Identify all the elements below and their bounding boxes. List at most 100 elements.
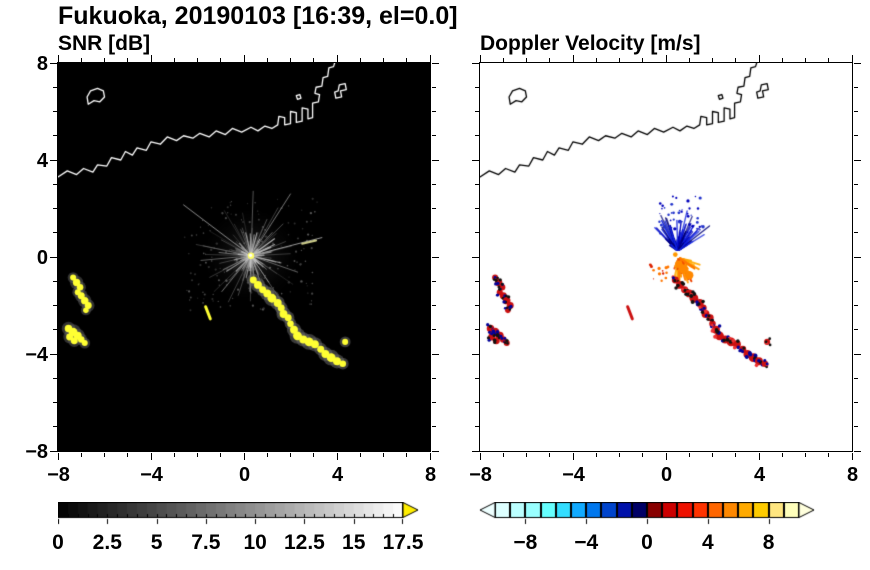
axis-tick bbox=[52, 280, 57, 282]
y-axis-tick-label: 8 bbox=[36, 52, 48, 75]
axis-tick bbox=[712, 57, 713, 62]
y-axis-tick-label: 4 bbox=[36, 149, 48, 172]
x-axis-tick-label: −8 bbox=[47, 464, 70, 486]
axis-tick bbox=[642, 452, 644, 457]
axis-tick bbox=[52, 329, 57, 331]
axis-tick bbox=[220, 57, 222, 62]
axis-tick bbox=[127, 57, 129, 62]
axis-tick bbox=[49, 450, 57, 452]
axis-tick bbox=[80, 57, 82, 62]
axis-tick bbox=[735, 452, 737, 457]
velocity-panel-title: Doppler Velocity [m/s] bbox=[480, 32, 701, 55]
axis-tick bbox=[853, 135, 858, 137]
axis-tick bbox=[243, 452, 245, 460]
snr-colorbar-tick-label: 15 bbox=[342, 531, 366, 554]
axis-tick bbox=[431, 329, 436, 331]
axis-tick bbox=[665, 54, 667, 62]
axis-tick bbox=[474, 402, 479, 403]
axis-tick bbox=[853, 159, 861, 161]
snr-colorbar-tick-label: 0 bbox=[52, 531, 64, 554]
y-axis-tick-label: −8 bbox=[25, 440, 48, 463]
axis-tick bbox=[853, 377, 858, 379]
axis-tick bbox=[150, 54, 152, 62]
axis-tick bbox=[853, 256, 861, 258]
axis-tick bbox=[104, 57, 105, 62]
axis-tick bbox=[526, 57, 527, 62]
snr-colorbar-tick-label: 12.5 bbox=[283, 531, 325, 554]
axis-tick bbox=[471, 256, 479, 258]
velocity-colorbar-tick-label: 4 bbox=[701, 531, 714, 554]
axis-tick bbox=[758, 54, 760, 62]
axis-tick bbox=[266, 57, 268, 62]
axis-tick bbox=[526, 452, 527, 457]
axis-tick bbox=[474, 305, 479, 306]
axis-tick bbox=[619, 57, 620, 62]
axis-tick bbox=[595, 57, 597, 62]
axis-tick bbox=[52, 183, 57, 185]
axis-tick bbox=[150, 452, 152, 460]
axis-tick bbox=[642, 57, 644, 62]
axis-tick bbox=[127, 452, 129, 457]
axis-tick bbox=[853, 62, 861, 64]
axis-tick bbox=[474, 377, 479, 379]
axis-tick bbox=[474, 329, 479, 331]
axis-tick bbox=[313, 57, 315, 62]
figure-title: Fukuoka, 20190103 [16:39, el=0.0] bbox=[58, 2, 458, 30]
axis-tick bbox=[336, 54, 338, 62]
axis-tick bbox=[805, 452, 806, 457]
axis-tick bbox=[431, 256, 439, 258]
axis-tick bbox=[479, 54, 481, 62]
axis-tick bbox=[471, 62, 479, 64]
axis-tick bbox=[665, 452, 667, 460]
x-axis-tick-label: −8 bbox=[469, 464, 492, 486]
axis-tick bbox=[80, 452, 82, 457]
axis-tick bbox=[173, 57, 175, 62]
axis-tick bbox=[853, 86, 858, 88]
axis-tick bbox=[853, 280, 858, 282]
axis-tick bbox=[197, 452, 198, 457]
axis-tick bbox=[431, 111, 436, 112]
axis-tick bbox=[431, 280, 436, 282]
axis-tick bbox=[853, 183, 858, 185]
velocity-colorbar-tick-label: 8 bbox=[762, 531, 775, 554]
axis-tick bbox=[431, 135, 436, 137]
axis-tick bbox=[383, 57, 384, 62]
axis-tick bbox=[313, 452, 315, 457]
snr-colorbar bbox=[58, 502, 420, 526]
x-axis-tick-label: −4 bbox=[562, 464, 585, 486]
axis-tick bbox=[431, 402, 436, 403]
snr-colorbar-tick-label: 2.5 bbox=[92, 531, 122, 554]
snr-colorbar-tick-label: 7.5 bbox=[191, 531, 221, 554]
axis-tick bbox=[474, 135, 479, 137]
axis-tick bbox=[851, 54, 853, 62]
axis-tick bbox=[57, 452, 59, 460]
axis-tick bbox=[52, 232, 57, 234]
axis-tick bbox=[290, 452, 291, 457]
axis-tick bbox=[474, 208, 479, 209]
axis-tick bbox=[359, 452, 361, 457]
axis-tick bbox=[781, 452, 783, 457]
snr-panel-title: SNR [dB] bbox=[58, 32, 151, 55]
y-axis-tick-label: −4 bbox=[25, 343, 48, 366]
velocity-colorbar-tick-label: −4 bbox=[574, 531, 599, 554]
axis-tick bbox=[49, 256, 57, 258]
axis-tick bbox=[688, 57, 690, 62]
axis-tick bbox=[52, 305, 57, 306]
x-axis-tick-label: −4 bbox=[140, 464, 163, 486]
axis-tick bbox=[479, 452, 481, 460]
velocity-plot-canvas bbox=[480, 63, 852, 451]
velocity-colorbar bbox=[479, 502, 816, 526]
axis-tick bbox=[431, 208, 436, 209]
y-axis-tick-label: 0 bbox=[36, 246, 48, 269]
axis-tick bbox=[474, 86, 479, 88]
axis-tick bbox=[52, 111, 57, 112]
axis-tick bbox=[431, 450, 439, 452]
axis-tick bbox=[431, 232, 436, 234]
x-axis-tick-label: 8 bbox=[424, 464, 437, 486]
axis-tick bbox=[52, 86, 57, 88]
axis-tick bbox=[49, 353, 57, 355]
axis-tick bbox=[853, 426, 858, 428]
axis-tick bbox=[431, 353, 439, 355]
axis-tick bbox=[851, 452, 853, 460]
axis-tick bbox=[57, 54, 59, 62]
